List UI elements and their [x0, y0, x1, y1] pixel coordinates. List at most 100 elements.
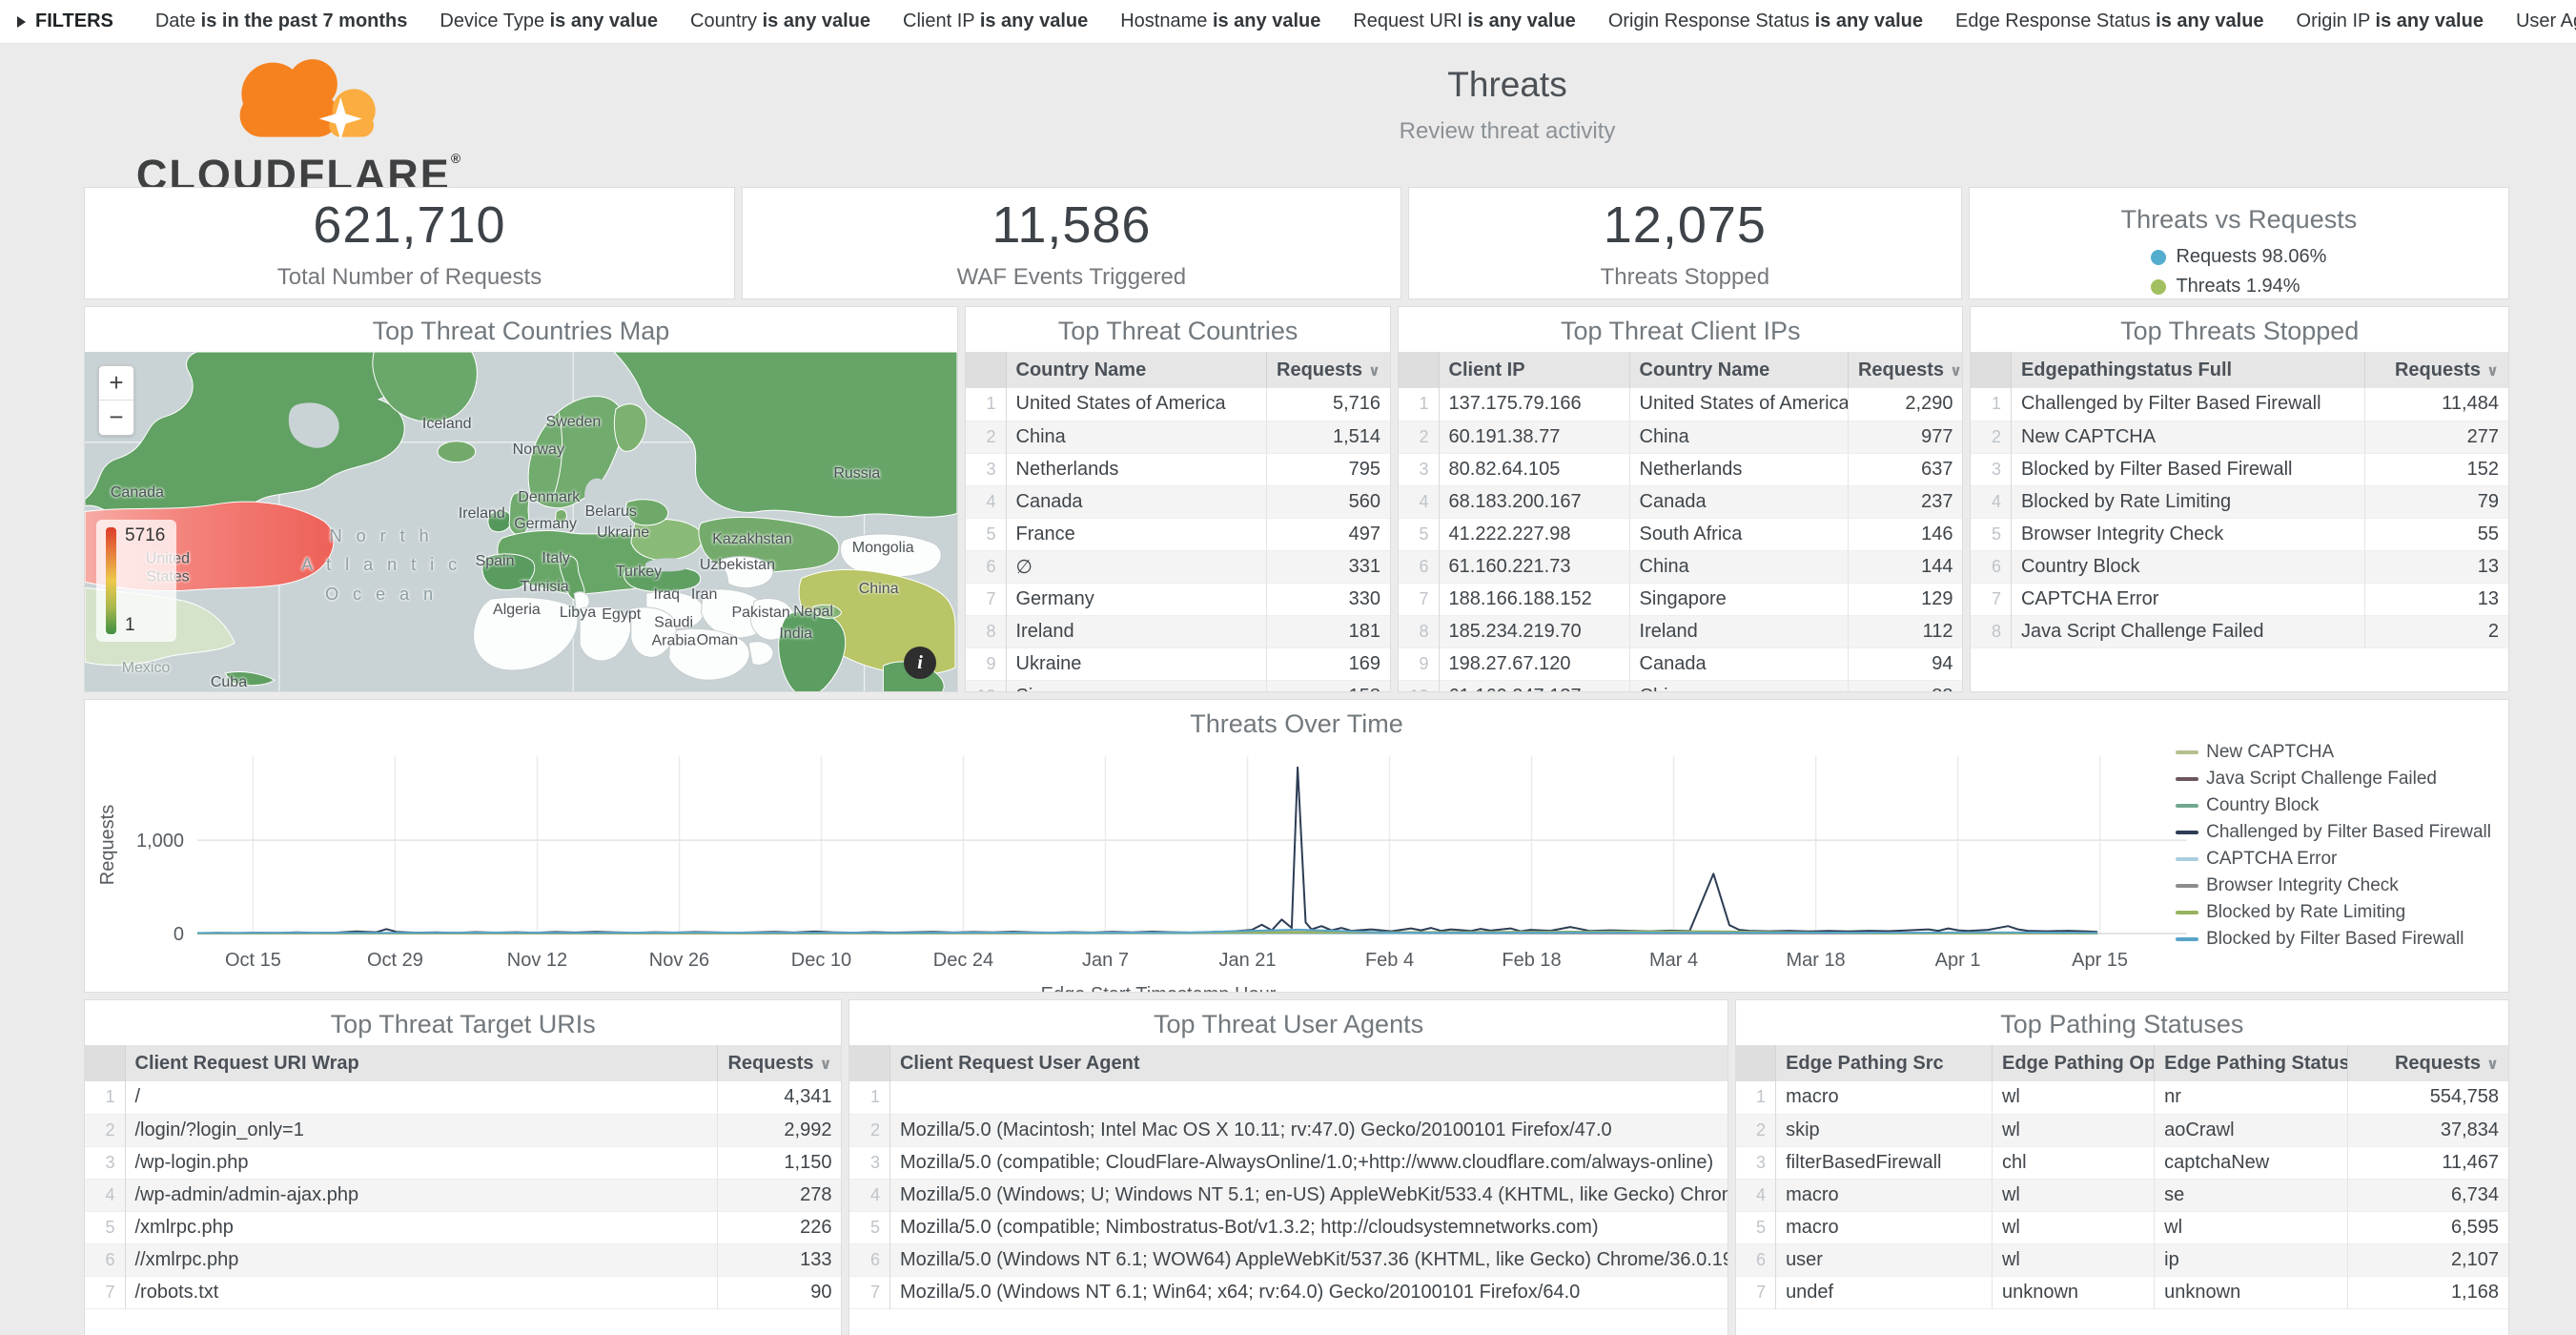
column-header[interactable]: Requests ∨: [2347, 1045, 2508, 1081]
table-cell: user: [1775, 1243, 1993, 1276]
filter-condition: is any value: [1212, 10, 1321, 31]
table-cell: Ireland: [1628, 615, 1849, 647]
map-info-button[interactable]: i: [904, 647, 936, 679]
top-pathing-statuses-panel: Top Pathing Statuses Edge Pathing Src Edg…: [1734, 999, 2509, 1335]
table-cell: 277: [2364, 421, 2508, 453]
table-row: 4/wp-admin/admin-ajax.php 278: [85, 1179, 842, 1211]
table-row: 8 Java Script Challenge Failed 2: [1971, 615, 2508, 647]
series-swatch-icon: [2176, 804, 2199, 808]
svg-text:Apr 1: Apr 1: [1935, 950, 1981, 971]
table-cell: Blocked by Rate Limiting: [2010, 485, 2365, 518]
filter-item[interactable]: Client IP is any value: [903, 10, 1088, 31]
filters-expand-icon: [17, 15, 26, 28]
data-table: Client Request User Agent 1 2 Mozilla/5.0 (…: [849, 1045, 1728, 1309]
map-zoom-in-button[interactable]: +: [99, 366, 133, 400]
threat-map-panel: Top Threat Countries Map: [84, 306, 958, 692]
table-row: 6 61.160.221.73 China 144: [1399, 550, 1963, 583]
column-header[interactable]: Requests ∨: [1266, 352, 1391, 388]
row-number: 5: [849, 1211, 890, 1243]
filter-item[interactable]: Date is in the past 7 months: [155, 10, 408, 31]
filter-item[interactable]: Country is any value: [690, 10, 870, 31]
table-row: 4 Canada 560: [966, 485, 1391, 518]
kpi-row: 621,710 Total Number of Requests 11,586 …: [84, 187, 2509, 299]
table-cell: wl: [2154, 1211, 2348, 1243]
chart-legend-item[interactable]: Challenged by Filter Based Firewall: [2176, 819, 2491, 846]
row-number: 1: [849, 1081, 890, 1114]
chart-legend-item[interactable]: New CAPTCHA: [2176, 739, 2491, 766]
chart-legend-item[interactable]: Browser Integrity Check: [2176, 873, 2491, 899]
map-zoom-out-button[interactable]: −: [109, 402, 124, 431]
table-cell: Java Script Challenge Failed: [2010, 615, 2365, 647]
row-number: 10: [966, 680, 1007, 691]
cloudflare-cloud-icon: [239, 59, 376, 141]
svg-text:Feb 4: Feb 4: [1365, 950, 1414, 971]
table-row: 4 68.183.200.167 Canada 237: [1399, 485, 1963, 518]
table-cell: unknown: [2154, 1276, 2348, 1308]
x-axis-title: Edge Start Timestamp Hour: [85, 984, 2508, 992]
table-row: 2 New CAPTCHA 277: [1971, 421, 2508, 453]
table-cell: Singapore: [1628, 583, 1849, 615]
legend-label: Threats 1.94%: [2176, 276, 2300, 297]
row-number: 4: [85, 1179, 126, 1211]
row-number: 6: [1735, 1243, 1777, 1276]
table-row: 1 137.175.79.166 United States of America 2…: [1399, 388, 1963, 421]
table-cell: 112: [1847, 615, 1963, 647]
column-header[interactable]: Requests ∨: [2364, 352, 2508, 388]
kpi-label: Total Number of Requests: [276, 264, 542, 290]
chart-legend-item[interactable]: CAPTCHA Error: [2176, 846, 2491, 873]
table-row: 3 Netherlands 795: [966, 453, 1391, 485]
row-number: 4: [849, 1179, 890, 1211]
sort-caret-icon: ∨: [1949, 362, 1962, 380]
threats-over-time-chart[interactable]: 0 1,000 Oct 15 Oct 29 Nov 12 Nov 26 Dec 10 Dec …: [85, 745, 2508, 986]
row-number: 8: [1971, 615, 2012, 647]
table-row: 1: [849, 1081, 1728, 1114]
table-cell: 1,150: [716, 1146, 842, 1179]
series-swatch-icon: [2176, 831, 2199, 834]
table-cell: Ukraine: [1005, 647, 1267, 680]
chart-legend-item[interactable]: Blocked by Filter Based Firewall: [2176, 926, 2491, 953]
legend-item[interactable]: Requests 98.06%: [2151, 246, 2326, 268]
svg-text:Oct 15: Oct 15: [225, 950, 281, 971]
chart-legend-item[interactable]: Blocked by Rate Limiting: [2176, 899, 2491, 926]
filters-toggle[interactable]: FILTERS: [17, 10, 113, 32]
table-cell: 90: [716, 1276, 842, 1308]
series-swatch-icon: [2176, 937, 2199, 941]
column-header[interactable]: Requests ∨: [717, 1045, 842, 1081]
row-number: 3: [966, 453, 1007, 485]
threats-vs-requests-legend: Requests 98.06% Threats 1.94%: [1970, 246, 2508, 298]
table-row: 3 Blocked by Filter Based Firewall 152: [1971, 453, 2508, 485]
world-map[interactable]: N o r t h A t l a n t i c O c e a n Canad…: [85, 352, 957, 691]
row-number: 7: [849, 1276, 890, 1308]
table-row: 7/robots.txt 90: [85, 1276, 842, 1308]
table-cell: macro: [1775, 1081, 1993, 1114]
row-number: 2: [1735, 1114, 1777, 1146]
table-cell: Netherlands: [1005, 453, 1267, 485]
table-cell: Germany: [1005, 583, 1267, 615]
table-cell: 5,716: [1265, 388, 1391, 421]
legend-item[interactable]: Threats 1.94%: [2151, 276, 2326, 298]
table-cell: Mozilla/5.0 (Windows NT 6.1; WOW64) Appl…: [889, 1243, 1728, 1276]
table-cell: 977: [1847, 421, 1963, 453]
table-cell: 41.222.227.98: [1438, 518, 1630, 550]
table-row: 2 60.191.38.77 China 977: [1399, 421, 1963, 453]
chart-legend-item[interactable]: Country Block: [2176, 792, 2491, 819]
data-table: Country Name Requests ∨ 1 United States of A…: [966, 352, 1391, 691]
table-cell: 94: [1847, 647, 1963, 680]
world-map-svg: [85, 352, 957, 691]
table-cell: 331: [1265, 550, 1391, 583]
filter-item[interactable]: Request URI is any value: [1353, 10, 1575, 31]
chart-legend-item[interactable]: Java Script Challenge Failed: [2176, 766, 2491, 792]
table-cell: 188.166.188.152: [1438, 583, 1630, 615]
filter-item[interactable]: Origin IP is any value: [2297, 10, 2484, 31]
filter-item[interactable]: Device Type is any value: [440, 10, 658, 31]
table-cell: Mozilla/5.0 (Windows; U; Windows NT 5.1;…: [889, 1179, 1728, 1211]
series-swatch-icon: [2176, 777, 2199, 781]
filter-item[interactable]: User Agent is any value: [2516, 10, 2576, 31]
table-cell: 4,341: [716, 1081, 842, 1114]
registered-mark: ®: [450, 151, 463, 166]
filter-item[interactable]: Origin Response Status is any value: [1608, 10, 1923, 31]
filter-item[interactable]: Edge Response Status is any value: [1955, 10, 2264, 31]
column-header[interactable]: Requests ∨: [1848, 352, 1963, 388]
table-cell: 137.175.79.166: [1438, 388, 1630, 421]
filter-item[interactable]: Hostname is any value: [1120, 10, 1320, 31]
